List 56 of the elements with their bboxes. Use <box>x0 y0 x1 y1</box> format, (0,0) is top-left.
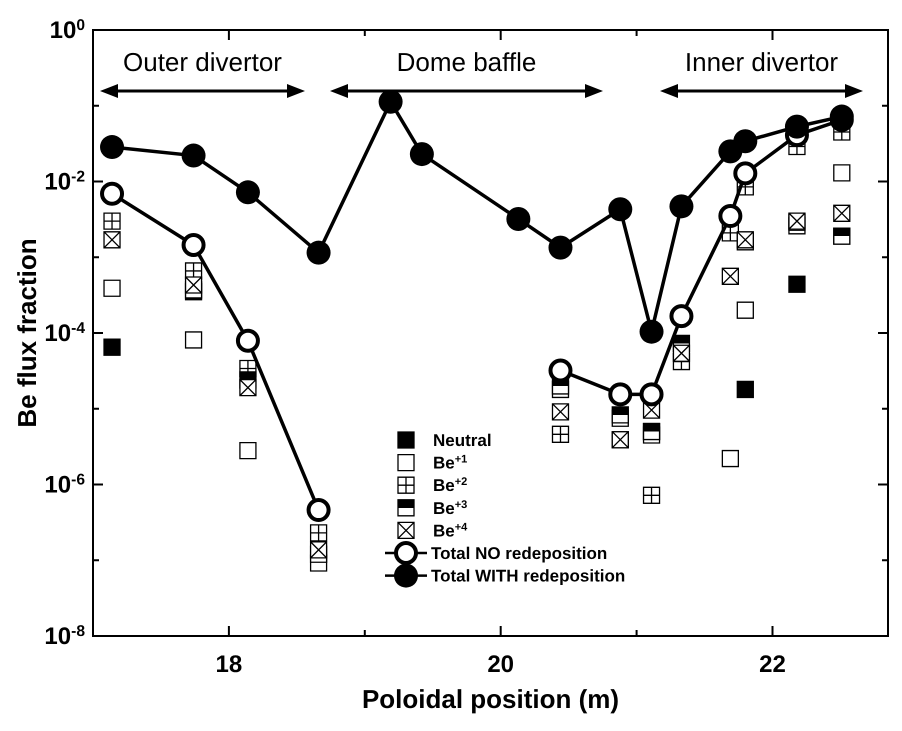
x-axis-title: Poloidal position (m) <box>362 684 620 714</box>
y-tick-label: 10$^{0}$ <box>50 16 86 44</box>
legend-label: Total NO redeposition <box>431 544 608 563</box>
x-tick-label: 20 <box>487 651 514 678</box>
point <box>672 344 690 362</box>
point <box>640 320 664 344</box>
annotation: Outer divertor <box>123 47 282 77</box>
point <box>103 231 121 248</box>
point <box>182 233 206 258</box>
legend-label: Neutral <box>433 431 492 450</box>
point <box>100 182 124 206</box>
point <box>733 129 758 154</box>
point <box>103 212 121 230</box>
point <box>642 486 660 504</box>
annotation: Dome baffle <box>396 47 536 77</box>
point <box>833 204 850 222</box>
y-tick-label: 10$^{-8}$ <box>44 622 86 650</box>
legend-label: Total WITH redeposition <box>431 566 626 586</box>
x-tick-label: 18 <box>216 651 242 678</box>
point <box>552 403 570 421</box>
point <box>506 206 530 231</box>
point <box>612 406 629 424</box>
point <box>722 268 740 285</box>
point <box>310 524 328 542</box>
legend-label: Be$^{+3}$ <box>433 498 468 518</box>
point <box>239 378 257 396</box>
point <box>669 304 694 328</box>
legend-label: Be$^{+1}$ <box>433 454 468 473</box>
point <box>669 194 694 218</box>
y-axis-title: Be flux fraction <box>12 238 42 428</box>
point <box>182 144 206 168</box>
point <box>310 541 328 559</box>
y-tick-label: 10$^{-4}$ <box>44 320 86 347</box>
point <box>100 135 124 160</box>
point <box>410 142 434 166</box>
point <box>788 276 806 293</box>
point <box>736 380 754 398</box>
point <box>640 382 664 406</box>
point <box>548 236 572 260</box>
legend-label: Be$^{+4}$ <box>433 521 468 540</box>
legend-label: Be$^{+2}$ <box>433 476 468 496</box>
point <box>718 204 742 228</box>
point <box>733 161 758 186</box>
annotation: Inner divertor <box>684 47 838 77</box>
point <box>552 426 570 443</box>
point <box>306 240 331 265</box>
y-tick-label: 10$^{-2}$ <box>44 168 86 196</box>
point <box>306 498 331 522</box>
x-tick-label: 22 <box>759 651 786 678</box>
point <box>608 197 632 222</box>
y-tick-label: 10$^{-6}$ <box>44 471 86 498</box>
point <box>236 180 260 204</box>
point <box>236 328 260 353</box>
point <box>784 114 809 139</box>
point <box>608 382 632 406</box>
point <box>103 338 121 356</box>
